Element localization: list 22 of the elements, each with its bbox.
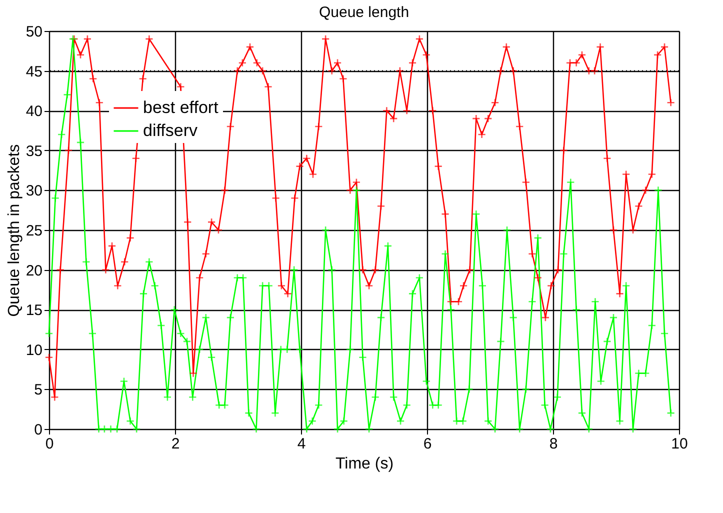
x-tick-label: 10: [671, 436, 688, 452]
y-tick-label: 5: [34, 382, 42, 399]
y-tick-label: 0: [34, 422, 42, 438]
y-tick-label: 15: [26, 302, 42, 320]
legend-label: diffserv: [143, 121, 198, 140]
x-tick-label: 8: [549, 436, 558, 452]
y-tick-label: 25: [26, 222, 42, 240]
y-axis-title: Queue length in packets: [6, 144, 23, 317]
y-tick-label: 30: [26, 182, 42, 200]
chart-title: Queue length: [318, 4, 410, 21]
y-tick-label: 40: [26, 103, 42, 120]
x-axis-title: Time (s): [335, 456, 394, 472]
legend-label: best effort: [143, 98, 219, 117]
x-tick-label: 4: [297, 436, 306, 452]
x-tick-label: 2: [171, 436, 180, 452]
y-tick-label: 45: [26, 63, 42, 80]
y-tick-label: 35: [26, 142, 42, 160]
x-tick-label: 0: [45, 436, 54, 452]
y-tick-label: 50: [26, 24, 42, 40]
y-tick-label: 20: [26, 262, 42, 280]
x-tick-label: 6: [423, 436, 432, 452]
y-tick-label: 10: [26, 342, 42, 359]
